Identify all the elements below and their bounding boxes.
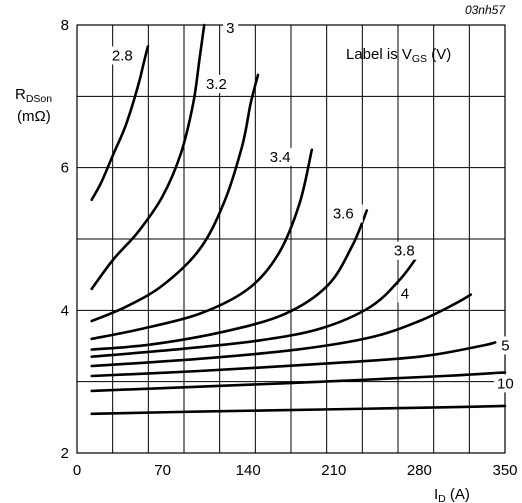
x-tick-label: 70: [154, 462, 171, 479]
x-tick-label: 0: [73, 462, 81, 479]
x-tick-label: 280: [407, 462, 432, 479]
series-label: 3.6: [333, 205, 354, 222]
x-tick-label: 210: [321, 462, 346, 479]
series-label-bg: [390, 241, 424, 260]
y-axis-unit: (mΩ): [17, 108, 51, 125]
y-tick-label: 2: [61, 445, 69, 462]
series-curve: [90, 341, 497, 378]
series-label-bg: [202, 74, 236, 93]
series-curve: [90, 371, 507, 393]
series-label: 5: [501, 337, 509, 354]
figure-id: 03nh57: [465, 3, 506, 17]
x-tick-label: 350: [492, 462, 517, 479]
series-curve: [90, 209, 369, 351]
series-label-bg: [329, 204, 363, 223]
series-label: 3: [226, 20, 234, 37]
series-curve: [90, 73, 260, 323]
series-curve: [90, 23, 206, 291]
series-label-bg: [108, 46, 142, 65]
series-label: 3.2: [206, 76, 227, 93]
axis-ticks: 0 70 140 210 280 350 2 4 6 8: [61, 17, 518, 479]
series-curve: [90, 293, 473, 368]
x-tick-label: 140: [236, 462, 261, 479]
plot-frame: [76, 24, 506, 454]
series-curve: [90, 248, 424, 358]
series-label-bg: [498, 336, 514, 355]
legend-note: Label is VGS (V): [346, 46, 451, 65]
series-curve: [90, 404, 507, 416]
series-label: 3.8: [394, 243, 415, 260]
y-tick-label: 6: [61, 160, 69, 177]
series-label-bg: [266, 147, 300, 166]
series-label-bg: [397, 284, 413, 303]
series-label-bg: [223, 19, 239, 37]
y-tick-label: 4: [61, 302, 69, 319]
data-curves: [90, 23, 507, 416]
series-label: 4: [401, 286, 409, 303]
y-tick-label: 8: [61, 17, 69, 34]
x-axis-label: ID (A): [434, 486, 470, 503]
series-label: 3.4: [270, 149, 291, 166]
series-curve: [90, 148, 314, 341]
series-label: 10: [497, 375, 514, 392]
series-label-bg: [494, 374, 518, 393]
series-curve: [90, 45, 150, 202]
series-label: 2.8: [112, 47, 133, 64]
series-labels: 2.8 3 3.2 3.4 3.6 3.8 4 5 10: [108, 19, 518, 393]
y-axis-label: RDSon: [15, 86, 52, 105]
